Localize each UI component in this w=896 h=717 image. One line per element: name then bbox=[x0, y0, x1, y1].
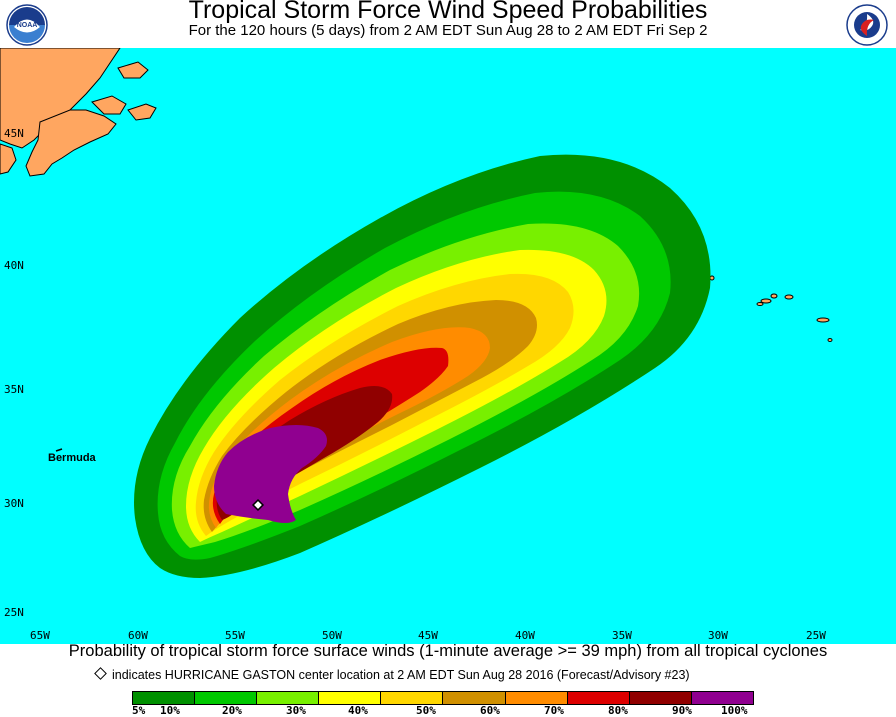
legend-swatch bbox=[691, 692, 753, 704]
legend-swatch bbox=[381, 692, 444, 704]
legend-label: 5% bbox=[132, 704, 146, 717]
color-legend bbox=[132, 691, 754, 705]
contour-90-percent bbox=[214, 425, 327, 523]
lon-label: 40W bbox=[515, 629, 535, 642]
legend-swatch bbox=[567, 692, 630, 704]
storm-center-marker bbox=[251, 498, 265, 512]
legend-label: 80% bbox=[608, 704, 628, 717]
landmass-canada bbox=[0, 48, 157, 177]
bermuda-island bbox=[55, 448, 63, 452]
legend-swatch bbox=[195, 692, 258, 704]
legend-label: 30% bbox=[286, 704, 306, 717]
legend-label: 10% bbox=[160, 704, 180, 717]
legend-label: 20% bbox=[222, 704, 242, 717]
header: NOAA Tropical Storm Force Wind Speed Pro… bbox=[0, 0, 896, 48]
legend-swatch bbox=[319, 692, 382, 704]
longitude-labels: 65W 60W 55W 50W 45W 40W 35W 30W 25W bbox=[30, 629, 826, 642]
lon-label: 45W bbox=[418, 629, 438, 642]
map-caption: Probability of tropical storm force surf… bbox=[68, 642, 828, 660]
legend-label: 100% bbox=[721, 704, 748, 717]
svg-text:NOAA: NOAA bbox=[17, 22, 38, 29]
national-weather-service-logo bbox=[846, 4, 888, 46]
legend-label: 50% bbox=[416, 704, 436, 717]
legend-swatch bbox=[505, 692, 568, 704]
legend-swatch bbox=[629, 692, 692, 704]
lon-label: 25W bbox=[806, 629, 826, 642]
noaa-logo: NOAA bbox=[6, 4, 48, 46]
legend-swatch bbox=[443, 692, 506, 704]
lon-label: 60W bbox=[128, 629, 148, 642]
probability-map: 45N 40N 35N 30N 25N 65W 60W 55W 50W 45W … bbox=[0, 48, 896, 644]
marker-note-text: indicates HURRICANE GASTON center locati… bbox=[112, 668, 690, 682]
lat-label: 45N bbox=[4, 127, 24, 140]
lat-label: 40N bbox=[4, 259, 24, 272]
place-label-bermuda: Bermuda bbox=[48, 452, 97, 464]
lat-label: 35N bbox=[4, 383, 24, 396]
legend-label: 70% bbox=[544, 704, 564, 717]
legend-label: 60% bbox=[480, 704, 500, 717]
page-title: Tropical Storm Force Wind Speed Probabil… bbox=[188, 0, 708, 24]
legend-label: 90% bbox=[672, 704, 692, 717]
footer: Probability of tropical storm force surf… bbox=[0, 642, 896, 717]
legend-swatch bbox=[133, 692, 196, 704]
lon-label: 30W bbox=[708, 629, 728, 642]
legend-swatch bbox=[257, 692, 320, 704]
lon-label: 65W bbox=[30, 629, 50, 642]
probability-contours bbox=[134, 154, 711, 578]
page-subtitle: For the 120 hours (5 days) from 2 AM EDT… bbox=[188, 22, 708, 39]
lon-label: 35W bbox=[612, 629, 632, 642]
lat-label: 30N bbox=[4, 497, 24, 510]
lon-label: 55W bbox=[225, 629, 245, 642]
lon-label: 50W bbox=[322, 629, 342, 642]
marker-note: indicates HURRICANE GASTON center locati… bbox=[94, 667, 690, 682]
legend-label: 40% bbox=[348, 704, 368, 717]
latitude-labels: 45N 40N 35N 30N 25N bbox=[4, 127, 24, 619]
lat-label: 25N bbox=[4, 606, 24, 619]
diamond-marker-icon bbox=[94, 667, 107, 680]
azores-islands bbox=[709, 275, 833, 342]
